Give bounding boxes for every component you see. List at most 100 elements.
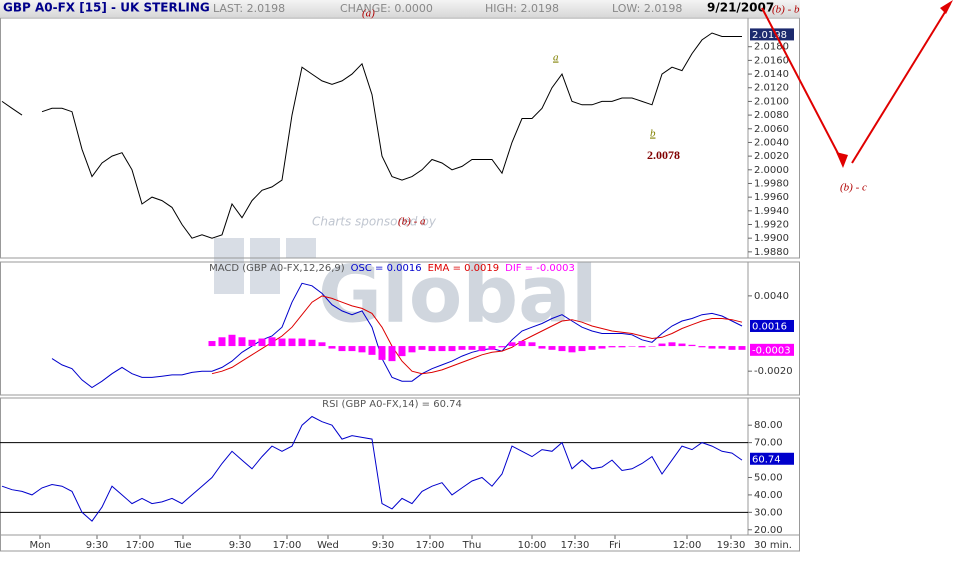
x-tick-label: 9:30 xyxy=(229,540,251,551)
logo-shape xyxy=(286,238,316,258)
histogram-bar xyxy=(238,337,246,347)
header-bar xyxy=(0,0,800,17)
histogram-bar xyxy=(418,346,426,350)
histogram-bar xyxy=(548,346,556,350)
histogram-bar xyxy=(398,346,406,357)
header-last: LAST: 2.0198 xyxy=(213,2,285,15)
legend-entry: DIF = -0.0003 xyxy=(505,263,575,274)
histogram-bar xyxy=(378,346,386,360)
histogram-bar xyxy=(668,342,676,347)
x-tick-label: Tue xyxy=(173,540,191,551)
value-box-label: 0.0016 xyxy=(752,321,787,332)
annotation: 2.0078 xyxy=(647,148,680,162)
y-tick-label: 2.0020 xyxy=(754,151,789,162)
histogram-bar xyxy=(618,346,626,348)
histogram-bar xyxy=(288,338,296,347)
arrow xyxy=(851,3,951,164)
histogram-bar xyxy=(598,346,606,349)
histogram-bar xyxy=(578,346,586,352)
logo-shape xyxy=(250,238,280,294)
histogram-bar xyxy=(388,346,396,362)
y-tick-label: 2.0060 xyxy=(754,124,789,135)
logo-shape xyxy=(214,238,244,294)
histogram-bar xyxy=(208,341,216,347)
panel-frame xyxy=(0,261,800,396)
watermark: Charts sponsored by Global xyxy=(214,215,598,340)
x-axis-label: 30 min. xyxy=(754,540,792,551)
y-tick-label: 2.0160 xyxy=(754,55,789,66)
histogram-bar xyxy=(368,346,376,355)
price-line xyxy=(1,32,742,239)
y-tick-label: 2.0120 xyxy=(754,83,789,94)
series-line xyxy=(211,295,743,375)
histogram-bar xyxy=(688,344,696,347)
histogram-bar xyxy=(628,346,636,347)
header-change: CHANGE: 0.0000 xyxy=(340,2,433,15)
histogram-bar xyxy=(728,346,736,350)
y-tick-label: 2.0140 xyxy=(754,69,789,80)
histogram-bar xyxy=(248,339,256,347)
histogram-bar xyxy=(698,346,706,348)
annotation: (a) xyxy=(362,8,375,20)
histogram-bar xyxy=(638,346,646,348)
y-tick-label: 1.9880 xyxy=(754,247,789,258)
y-tick-label: -0.0020 xyxy=(754,366,793,377)
histogram-bar xyxy=(478,346,486,352)
histogram-bar xyxy=(718,346,726,349)
histogram-bar xyxy=(268,337,276,347)
x-tick-label: 17:00 xyxy=(416,540,445,551)
y-tick-label: 2.0000 xyxy=(754,165,789,176)
arrow xyxy=(761,7,844,164)
watermark-sponsor: Charts sponsored by xyxy=(312,215,437,229)
x-tick-label: 17:00 xyxy=(126,540,155,551)
y-tick-label: 2.0080 xyxy=(754,110,789,121)
histogram-bar xyxy=(328,346,336,349)
y-tick-label: 1.9980 xyxy=(754,178,789,189)
arrow-head xyxy=(836,152,848,168)
histogram-bar xyxy=(218,337,226,347)
annotation: (b) - c xyxy=(840,182,867,194)
x-tick-label: Thu xyxy=(462,540,482,551)
histogram-bar xyxy=(408,346,416,353)
x-tick-label: 10:00 xyxy=(518,540,547,551)
arrow-head xyxy=(940,0,953,14)
histogram-bar xyxy=(338,346,346,352)
x-tick-label: Fri xyxy=(609,540,621,551)
histogram-bar xyxy=(438,346,446,352)
y-tick-label: 2.0180 xyxy=(754,42,789,53)
value-box xyxy=(750,28,794,41)
x-tick-label: 12:00 xyxy=(673,540,702,551)
axis-strip xyxy=(0,534,800,552)
x-tick-label: 19:30 xyxy=(717,540,746,551)
histogram-bar xyxy=(508,342,516,347)
y-tick-label: 2.0100 xyxy=(754,96,789,107)
y-tick-label: 1.9960 xyxy=(754,192,789,203)
y-tick-label: 2.0040 xyxy=(754,137,789,148)
y-tick-label: 40.00 xyxy=(754,490,783,501)
y-tick-label: 1.9920 xyxy=(754,219,789,230)
value-box-label: -0.0003 xyxy=(752,345,791,356)
histogram-bar xyxy=(228,334,236,347)
histogram-bar xyxy=(318,342,326,347)
histogram-bar xyxy=(308,339,316,347)
x-tick-label: 17:30 xyxy=(561,540,590,551)
x-tick-label: Mon xyxy=(29,540,50,551)
histogram-bar xyxy=(518,341,526,347)
histogram-bar xyxy=(528,342,536,347)
y-tick-label: 1.9940 xyxy=(754,206,789,217)
histogram-bar xyxy=(498,346,506,348)
histogram-bar xyxy=(568,346,576,353)
panel-frame xyxy=(0,397,800,536)
x-tick-label: 9:30 xyxy=(372,540,394,551)
value-box-label: 60.74 xyxy=(752,454,781,465)
panel-title: RSI (GBP A0-FX,14) = 60.74 xyxy=(322,399,462,410)
y-tick-label: 80.00 xyxy=(754,420,783,431)
series-line xyxy=(51,282,743,389)
panel-title-text: RSI (GBP A0-FX,14) = 60.74 xyxy=(322,399,462,410)
y-tick-label: 20.00 xyxy=(754,525,783,536)
histogram-bar xyxy=(298,338,306,347)
panel-frame xyxy=(0,17,800,259)
plots: 2.0180 2.0160 2.0140 2.0120 2.0100 2.0080 2.00… xyxy=(0,17,800,552)
annotation: a xyxy=(553,52,559,64)
